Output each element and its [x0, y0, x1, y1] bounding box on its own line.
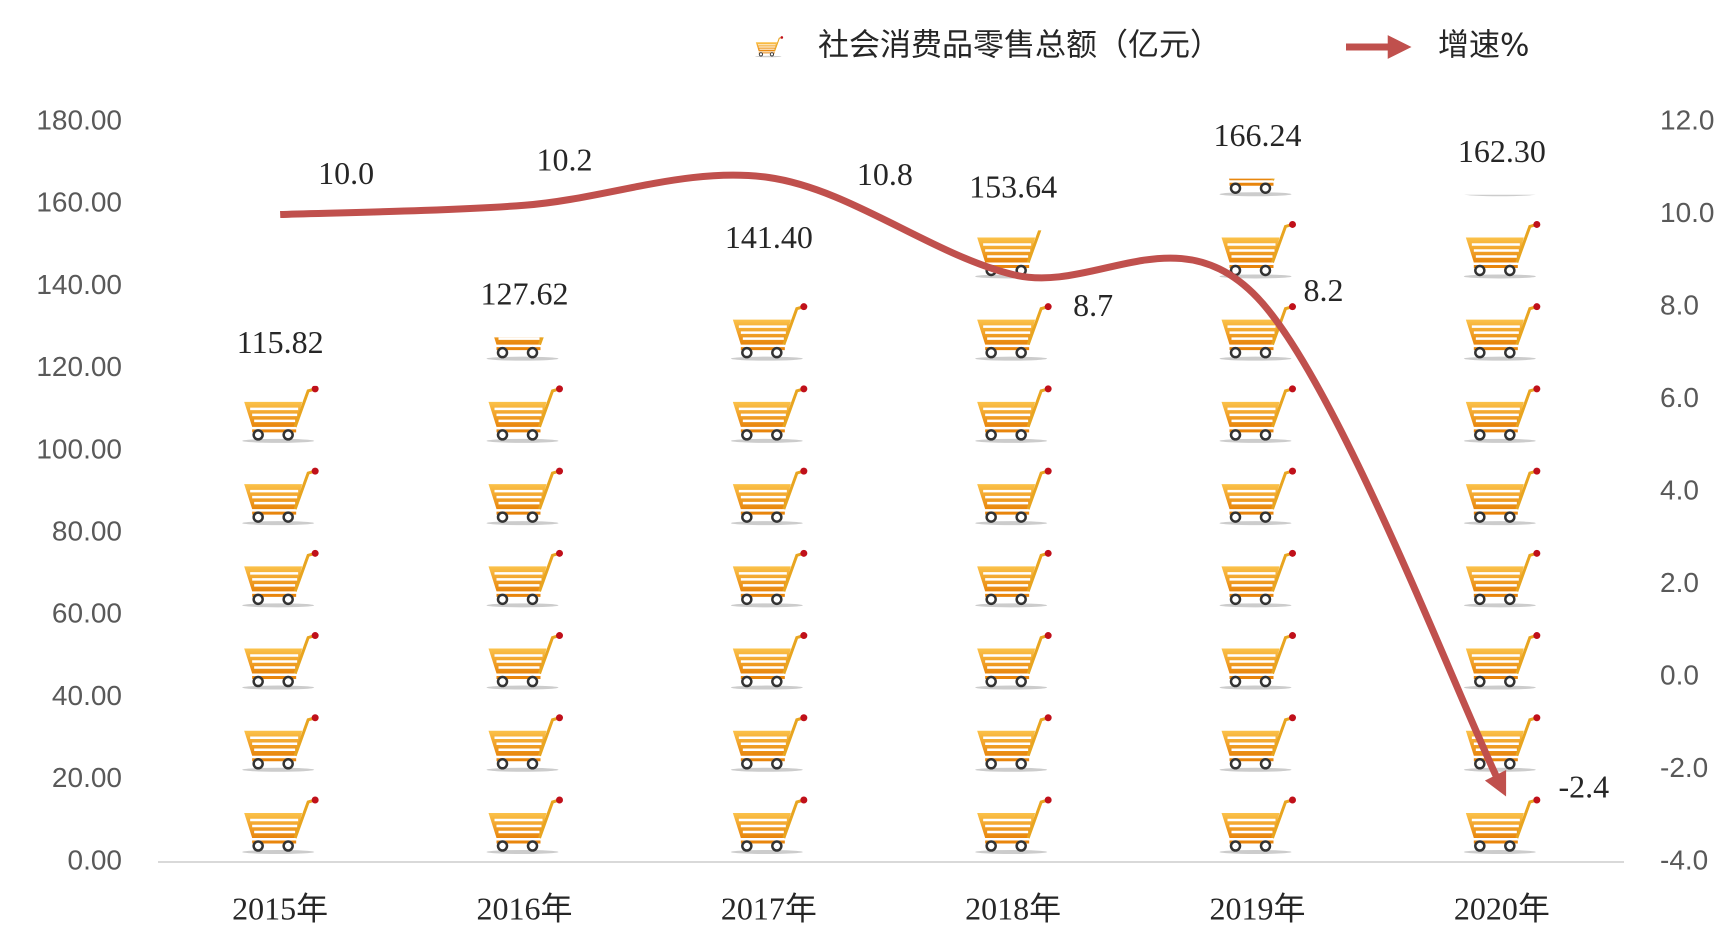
y-tick-label: 160.00	[36, 187, 122, 218]
pictograph-bar	[1218, 178, 1298, 856]
y2-tick-label: 0.0	[1660, 659, 1699, 690]
cart-icon	[485, 384, 565, 445]
cart-icon	[240, 549, 321, 609]
y-tick-label: 100.00	[36, 433, 122, 464]
data-label: 10.0	[318, 155, 374, 191]
x-tick-label: 2015年	[232, 890, 328, 926]
y-tick-label: 20.00	[52, 762, 122, 793]
data-label: 166.24	[1214, 117, 1302, 153]
data-label: 153.64	[969, 169, 1057, 205]
data-label: 8.7	[1073, 287, 1113, 323]
y-tick-label: 60.00	[52, 598, 122, 629]
x-tick-label: 2018年	[965, 890, 1061, 926]
cart-icon	[485, 631, 565, 692]
cart-icon	[1218, 631, 1298, 692]
pictograph-bar	[729, 302, 809, 856]
cart-icon	[729, 302, 809, 363]
cart-icon	[240, 631, 321, 692]
data-label: 115.82	[237, 324, 324, 360]
legend-icon	[753, 36, 785, 58]
x-tick-label: 2019年	[1209, 890, 1305, 926]
cart-icon	[1218, 220, 1298, 280]
y2-tick-label: 8.0	[1660, 289, 1699, 320]
pictograph-bar	[240, 385, 321, 856]
legend: 社会消费品零售总额（亿元） 增速%	[753, 28, 1529, 64]
cart-icon	[240, 796, 321, 856]
cart-icon	[1218, 796, 1298, 856]
cart-icon	[973, 631, 1054, 692]
cart-icon	[973, 796, 1054, 856]
cart-icon	[240, 467, 321, 527]
cart-icon	[485, 713, 565, 774]
cart-icon	[973, 467, 1054, 527]
cart-icon	[729, 549, 809, 609]
cart-icon	[973, 302, 1054, 363]
x-tick-label: 2020年	[1454, 890, 1550, 926]
y2-tick-label: -2.0	[1660, 752, 1708, 783]
growth-line	[280, 171, 1507, 797]
x-tick-label: 2016年	[476, 890, 572, 926]
data-label: 127.62	[481, 276, 569, 312]
pictograph-bar	[1462, 194, 1542, 856]
cart-icon	[485, 337, 565, 363]
cart-icon	[485, 549, 565, 609]
cart-icon	[1462, 220, 1542, 280]
cart-icon	[973, 713, 1054, 774]
y2-tick-label: 12.0	[1660, 104, 1715, 135]
cart-icon	[1462, 302, 1542, 363]
y2-tick-label: 2.0	[1660, 567, 1699, 598]
cart-icon	[1462, 631, 1542, 692]
cart-icon	[1218, 713, 1298, 774]
pictograph-bar	[973, 230, 1054, 856]
y-tick-label: 40.00	[52, 680, 122, 711]
cart-icon	[485, 467, 565, 527]
legend-label: 增速%	[1438, 28, 1529, 64]
data-label: 141.40	[725, 219, 813, 255]
data-label: 162.30	[1458, 133, 1546, 169]
y2-tick-label: -4.0	[1660, 844, 1708, 875]
y-tick-label: 0.00	[68, 844, 123, 875]
legend-label: 社会消费品零售总额（亿元）	[818, 28, 1221, 64]
cart-icon	[1218, 549, 1298, 609]
y2-tick-label: 6.0	[1660, 382, 1699, 413]
cart-icon	[1462, 549, 1542, 609]
cart-icon	[1218, 384, 1298, 445]
cart-icon	[729, 631, 809, 692]
data-label: 10.2	[537, 142, 593, 178]
x-tick-label: 2017年	[721, 890, 817, 926]
data-label: 8.2	[1304, 272, 1344, 308]
pictograph-bar	[485, 337, 565, 856]
cart-icon	[1462, 467, 1542, 527]
y-tick-label: 120.00	[36, 351, 122, 382]
y-tick-label: 180.00	[36, 104, 122, 135]
cart-icon	[1462, 384, 1542, 445]
data-label: 10.8	[857, 156, 913, 192]
cart-icon	[729, 467, 809, 527]
data-label: -2.4	[1559, 768, 1610, 804]
cart-icon	[240, 713, 321, 774]
cart-icon	[1218, 467, 1298, 527]
y2-tick-label: 4.0	[1660, 474, 1699, 505]
cart-icon	[485, 796, 565, 856]
y2-tick-label: 10.0	[1660, 197, 1715, 228]
y-tick-label: 80.00	[52, 516, 122, 547]
cart-icon	[729, 796, 809, 856]
cart-icon	[729, 713, 809, 774]
cart-icon	[1462, 796, 1542, 856]
cart-icon	[729, 384, 809, 445]
cart-icon	[240, 385, 321, 445]
y-tick-label: 140.00	[36, 269, 122, 300]
cart-icon	[973, 384, 1054, 445]
cart-icon	[973, 549, 1054, 609]
